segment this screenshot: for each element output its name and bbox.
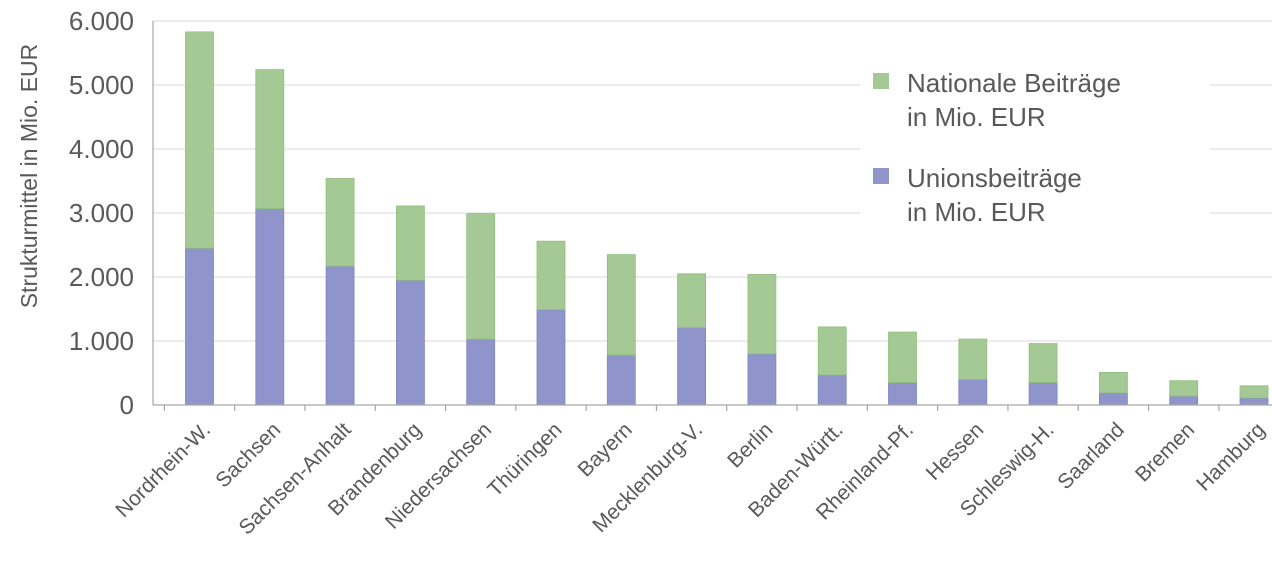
category-label: Nordrhein-W. xyxy=(111,418,215,522)
category-label: Berlin xyxy=(723,418,777,472)
bar-union xyxy=(466,338,496,406)
bar-union xyxy=(958,378,988,406)
bar-national xyxy=(1169,380,1199,397)
bar-union xyxy=(536,309,566,406)
legend-label: Unionsbeiträge xyxy=(907,163,1082,193)
bars xyxy=(185,31,1269,406)
bar-national xyxy=(1099,371,1128,394)
legend: Nationale Beiträge in Mio. EUR Unionsbeitr… xyxy=(860,55,1210,250)
bar-union xyxy=(747,353,777,406)
bar-national xyxy=(1239,385,1269,399)
bar-national xyxy=(606,254,636,356)
legend-swatch xyxy=(873,73,889,89)
category-label: Bremen xyxy=(1131,418,1199,486)
bar-national xyxy=(677,273,706,328)
category-label: Hessen xyxy=(922,418,989,485)
y-tick-label: 3.000 xyxy=(69,198,134,228)
bar-national xyxy=(325,178,355,267)
bar-national xyxy=(747,274,777,355)
bar-union xyxy=(185,247,214,406)
category-label: Hamburg xyxy=(1192,418,1269,495)
legend-label: Nationale Beiträge xyxy=(907,68,1121,98)
y-axis-title: Strukturmittel in Mio. EUR xyxy=(16,44,42,309)
legend-background xyxy=(860,55,1210,250)
bar-union xyxy=(606,354,636,406)
bar-union xyxy=(255,208,285,406)
bar-national xyxy=(395,205,425,281)
y-tick-label: 2.000 xyxy=(69,262,134,292)
bar-national xyxy=(888,331,917,384)
y-tick-label: 4.000 xyxy=(69,134,134,164)
bar-union xyxy=(677,327,706,406)
y-tick-label: 0 xyxy=(120,390,134,420)
legend-swatch xyxy=(873,168,889,184)
category-label: Thüringen xyxy=(483,418,566,501)
bar-union xyxy=(1099,392,1128,406)
bar-union xyxy=(817,374,847,406)
y-tick-label: 6.000 xyxy=(69,6,134,36)
legend-label: in Mio. EUR xyxy=(907,197,1046,227)
bar-union xyxy=(1169,395,1199,406)
bar-national xyxy=(185,31,214,249)
bar-union xyxy=(395,279,425,406)
category-label: Saarland xyxy=(1053,418,1129,494)
bar-national xyxy=(958,338,988,380)
category-label: Bayern xyxy=(574,418,637,481)
bar-national xyxy=(466,213,496,340)
bar-union xyxy=(888,382,917,406)
bar-national xyxy=(536,240,566,311)
bar-national xyxy=(1028,343,1058,383)
y-tick-label: 5.000 xyxy=(69,70,134,100)
bar-union xyxy=(1028,382,1058,406)
y-tick-label: 1.000 xyxy=(69,326,134,356)
bar-union xyxy=(325,265,355,406)
legend-label: in Mio. EUR xyxy=(907,102,1046,132)
bar-union xyxy=(1239,397,1269,406)
category-label: Sachsen xyxy=(211,418,285,492)
bar-national xyxy=(255,69,285,209)
bar-national xyxy=(817,326,847,376)
